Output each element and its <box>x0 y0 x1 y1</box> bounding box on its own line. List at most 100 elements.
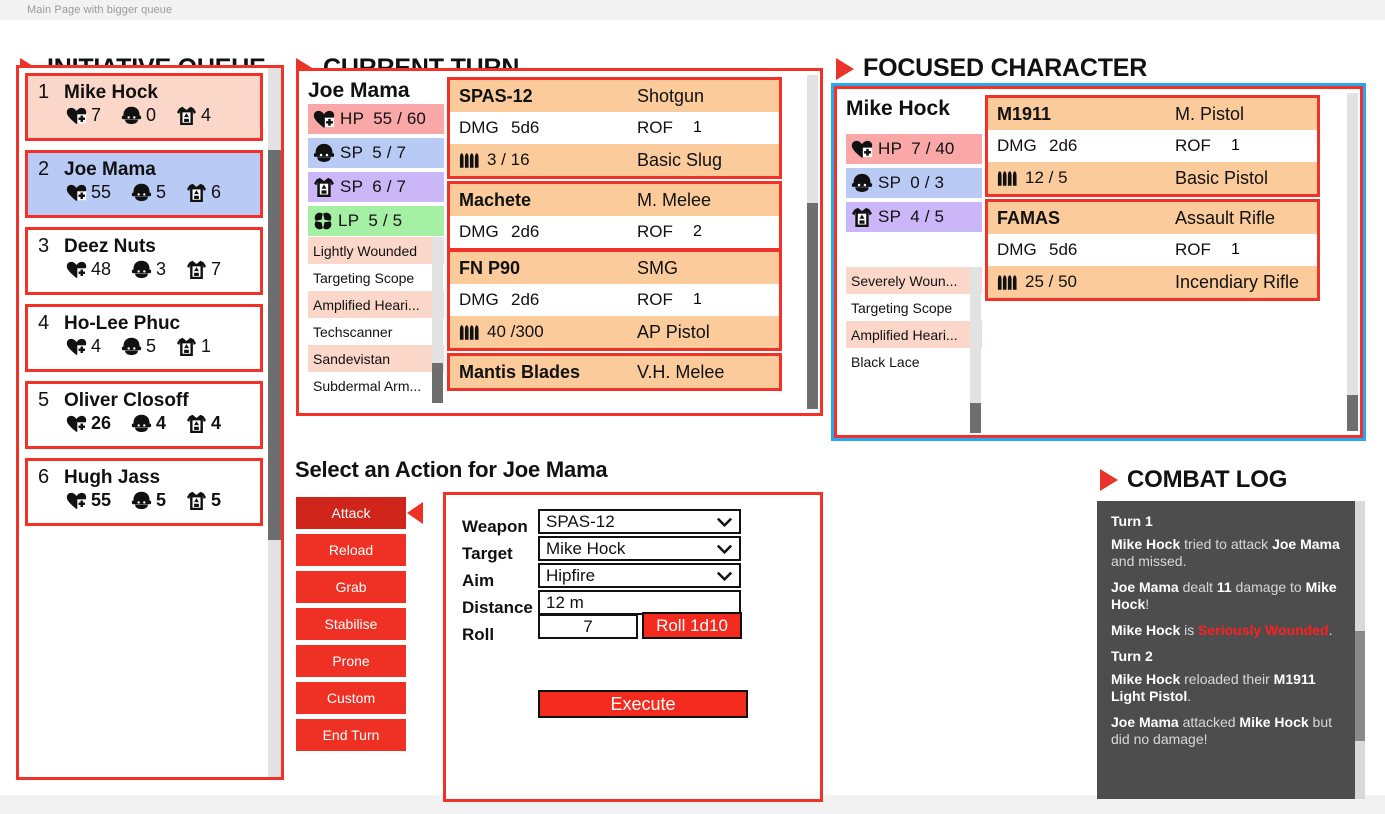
action-button-end-turn[interactable]: End Turn <box>296 719 406 751</box>
current-turn-status-scrollbar-track[interactable] <box>432 237 443 403</box>
ammo-icon <box>459 152 479 168</box>
heart-plus-icon <box>66 415 87 432</box>
weapon-name: Mantis Blades <box>459 361 581 382</box>
focused-character-status-item[interactable]: Black Lace <box>851 353 920 370</box>
current-turn-weapon-card[interactable]: Machete M. Melee DMG 2d6 ROF 2 <box>447 181 782 251</box>
current-turn-panel: Joe Mama HP 55/60 SP 5/7 SP 6/7 LP 5/5 Lightly … <box>296 68 823 416</box>
heart-plus-icon <box>66 107 87 124</box>
weapon-ammo-type: Incendiary Rifle <box>1175 271 1300 292</box>
focused-weapon-scrollbar-track[interactable] <box>1347 93 1358 431</box>
current-turn-status-item[interactable]: Targeting Scope <box>313 269 415 286</box>
queue-item-body-sp: 4 <box>176 105 211 126</box>
weapon-rof-label: ROF <box>1175 240 1211 259</box>
weapon-ammo-type: Basic Slug <box>637 149 723 170</box>
current-turn-weapon-scrollbar-thumb[interactable] <box>807 203 818 409</box>
initiative-queue-panel: 1 Mike Hock 7 0 4 2 Joe Mama 55 5 6 3 Deez Nuts 48 3 7… <box>16 65 284 780</box>
queue-item-order: 3 <box>38 235 50 257</box>
roll-field-label: Roll <box>462 625 495 644</box>
combat-log-scrollbar-thumb[interactable] <box>1355 631 1365 741</box>
queue-item-hp: 26 <box>66 413 111 434</box>
action-button-prone[interactable]: Prone <box>296 645 406 677</box>
weapon-type: M. Melee <box>637 189 712 210</box>
queue-item-mike-hock[interactable]: 1 Mike Hock 7 0 4 <box>25 73 263 141</box>
queue-item-joe-mama[interactable]: 2 Joe Mama 55 5 6 <box>25 150 263 218</box>
weapon-header: FAMAS Assault Rifle <box>988 202 1317 234</box>
action-button-custom[interactable]: Custom <box>296 682 406 714</box>
vital-label: HP <box>340 109 365 128</box>
queue-item-ho-lee-phuc[interactable]: 4 Ho-Lee Phuc 4 5 1 <box>25 304 263 372</box>
queue-item-body-sp: 1 <box>176 336 211 357</box>
head-armor-icon <box>131 492 152 510</box>
queue-scrollbar-thumb[interactable] <box>268 150 281 540</box>
queue-item-order: 6 <box>38 466 50 488</box>
current-turn-status-list[interactable]: Lightly Wounded Targeting Scope Amplified … <box>308 237 444 403</box>
weapon-type: V.H. Melee <box>637 361 725 382</box>
queue-item-oliver-closoff[interactable]: 5 Oliver Closoff 26 4 4 <box>25 381 263 449</box>
queue-item-hp: 4 <box>66 336 101 357</box>
weapon-dmg-label: DMG <box>997 136 1037 155</box>
current-turn-weapon-card[interactable]: Mantis Blades V.H. Melee <box>447 353 782 391</box>
focused-character-status-item[interactable]: Amplified Heari... <box>846 321 982 348</box>
head-armor-icon <box>851 174 873 193</box>
weapon-ammo-count: 3 / 16 <box>459 150 637 170</box>
vital-current: 4 <box>910 207 920 226</box>
body-armor-icon <box>186 260 207 279</box>
current-turn-status-item[interactable]: Lightly Wounded <box>308 237 444 264</box>
weapon-type: M. Pistol <box>1175 103 1245 124</box>
focused-character-weapon-card[interactable]: M1911 M. Pistol DMG 2d6 ROF 1 12 / 5 Basic Pist… <box>985 95 1320 197</box>
body-armor-icon <box>186 183 207 202</box>
combat-log-panel[interactable]: Turn 1 Mike Hock tried to attack Joe Mama… <box>1097 501 1365 799</box>
vital-label: HP <box>878 139 903 158</box>
current-turn-weapon-list[interactable]: SPAS-12 Shotgun DMG 5d6 ROF 1 3 / 16 Basic Slug… <box>447 77 797 411</box>
queue-item-stats: 48 3 7 <box>28 259 260 280</box>
focused-weapon-scrollbar-thumb[interactable] <box>1347 395 1358 431</box>
current-turn-status-scrollbar-thumb[interactable] <box>432 363 443 403</box>
current-turn-status-item[interactable]: Subdermal Arm... <box>313 377 422 394</box>
action-button-attack[interactable]: Attack <box>296 497 406 529</box>
weapon-stats: DMG 2d6 ROF 2 <box>450 216 779 248</box>
current-turn-status-item[interactable]: Sandevistan <box>308 345 444 372</box>
triangle-marker-icon <box>836 57 854 80</box>
current-turn-status-item[interactable]: Amplified Heari... <box>308 291 444 318</box>
focused-status-scrollbar-track[interactable] <box>970 267 981 433</box>
body-armor-icon <box>176 337 197 356</box>
weapon-ammo-type: Basic Pistol <box>1175 167 1269 188</box>
current-turn-status-item[interactable]: Techscanner <box>313 323 393 340</box>
current-turn-weapon-card[interactable]: SPAS-12 Shotgun DMG 5d6 ROF 1 3 / 16 Basic Slug <box>447 77 782 179</box>
action-button-reload[interactable]: Reload <box>296 534 406 566</box>
vital-label: LP <box>338 211 360 230</box>
focused-character-status-item[interactable]: Targeting Scope <box>851 299 953 316</box>
aim-select[interactable]: Hipfire <box>538 563 741 588</box>
focused-character-panel: Mike Hock HP 7/40 SP 0/3 SP 4/5 Severely Woun… <box>831 83 1366 441</box>
current-turn-weapon-card[interactable]: FN P90 SMG DMG 2d6 ROF 1 40 /300 AP Pistol <box>447 249 782 351</box>
queue-item-order: 4 <box>38 312 50 334</box>
initiative-queue-list[interactable]: 1 Mike Hock 7 0 4 2 Joe Mama 55 5 6 3 Deez Nuts 48 3 7… <box>19 68 281 777</box>
queue-item-hugh-jass[interactable]: 6 Hugh Jass 55 5 5 <box>25 458 263 526</box>
queue-item-head-sp: 3 <box>131 259 166 280</box>
distance-field-label: Distance <box>462 598 533 617</box>
combat-log-entry: Joe Mama dealt 11 damage to Mike Hock! <box>1111 579 1337 612</box>
queue-item-name: Hugh Jass <box>64 467 161 488</box>
head-armor-icon <box>131 184 152 202</box>
vital-max: 60 <box>406 109 426 128</box>
focused-status-scrollbar-thumb[interactable] <box>970 403 981 433</box>
weapon-select[interactable]: SPAS-12 <box>538 509 741 534</box>
action-button-grab[interactable]: Grab <box>296 571 406 603</box>
selected-action-pointer-icon <box>407 502 423 524</box>
focused-character-weapon-list[interactable]: M1911 M. Pistol DMG 2d6 ROF 1 12 / 5 Basic Pist… <box>985 95 1340 433</box>
queue-item-name: Ho-Lee Phuc <box>64 313 181 334</box>
distance-input[interactable]: 12 m <box>538 590 741 615</box>
focused-character-weapon-card[interactable]: FAMAS Assault Rifle DMG 5d6 ROF 1 25 / 50 Incen… <box>985 199 1320 301</box>
queue-item-body-sp: 5 <box>186 490 221 511</box>
roll-dice-button[interactable]: Roll 1d10 <box>642 612 742 639</box>
focused-character-status-item[interactable]: Severely Woun... <box>846 267 982 294</box>
target-select[interactable]: Mike Hock <box>538 536 741 561</box>
execute-button[interactable]: Execute <box>538 690 748 718</box>
roll-input[interactable]: 7 <box>538 614 638 639</box>
focused-character-status-list[interactable]: Severely Woun... Targeting Scope Amplified… <box>846 267 982 433</box>
queue-item-body-sp: 7 <box>186 259 221 280</box>
action-button-stabilise[interactable]: Stabilise <box>296 608 406 640</box>
queue-item-deez-nuts[interactable]: 3 Deez Nuts 48 3 7 <box>25 227 263 295</box>
current-turn-vital-sp-2: SP 6/7 <box>308 172 444 202</box>
